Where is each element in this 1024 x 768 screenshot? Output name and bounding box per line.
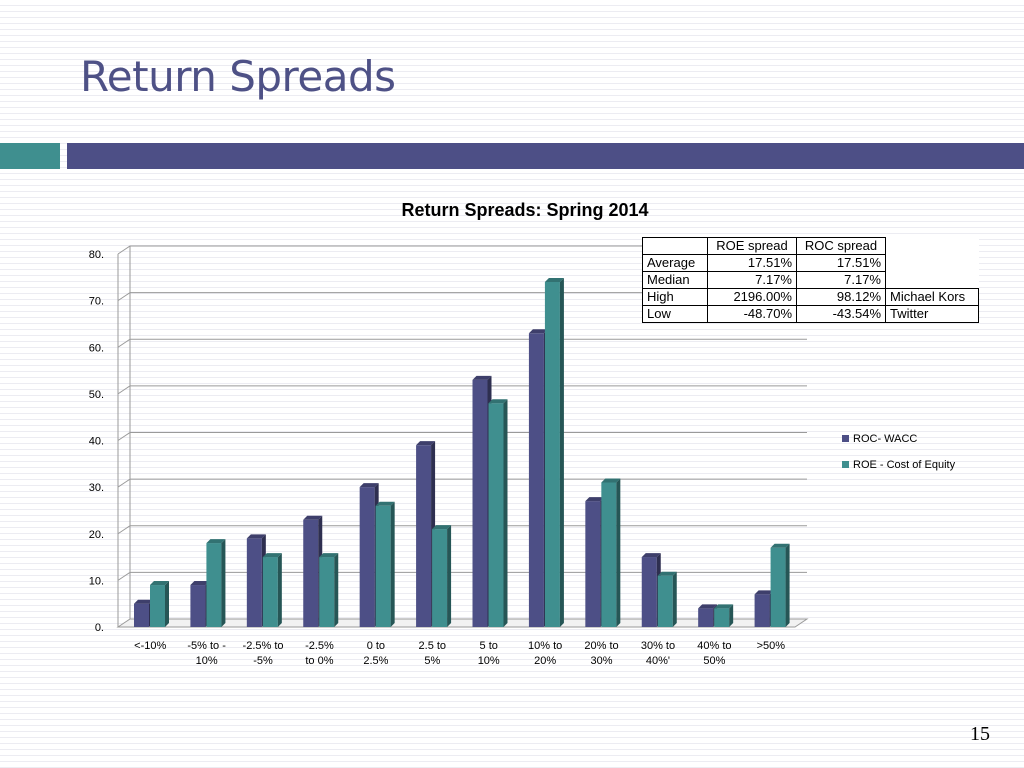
bar [488, 399, 508, 627]
bar [206, 539, 226, 627]
x-category-label: <-10% [134, 640, 166, 652]
stats-roc-value: 7.17% [796, 271, 886, 289]
x-category-label: 0 to 2.5% [363, 640, 388, 667]
stats-row-low: Low -48.70% -43.54% Twitter [642, 305, 979, 323]
stats-firm-note: Twitter [885, 305, 979, 323]
x-category-label: -2.5% to 0% [305, 640, 334, 667]
gridline [117, 245, 807, 255]
gridline [117, 478, 807, 488]
stats-header-roc: ROC spread [796, 237, 886, 255]
bar [714, 604, 734, 627]
stats-firm-note: Michael Kors [885, 288, 979, 306]
legend-label: ROE - Cost of Equity [853, 459, 956, 471]
stats-row-label: High [642, 288, 708, 306]
chart-floor [116, 618, 809, 628]
stats-row-high: High 2196.00% 98.12% Michael Kors [642, 288, 979, 306]
bar [544, 277, 564, 627]
x-category-label: 5 to 10% [478, 640, 500, 667]
gridline [117, 292, 807, 302]
stats-roc-value: 17.51% [796, 254, 886, 272]
bar [150, 581, 169, 627]
x-category-label: 40% to 50% [697, 640, 731, 667]
stats-row-label: Median [642, 271, 708, 289]
bar [375, 501, 395, 627]
stats-row-average: Average 17.51% 17.51% [642, 254, 979, 272]
bar [657, 571, 677, 627]
y-tick-label: 20. [89, 529, 104, 541]
y-tick-label: 30. [89, 482, 104, 494]
stats-row-median: Median 7.17% 7.17% [642, 271, 979, 289]
y-tick-label: 0. [95, 622, 104, 634]
stats-table: ROE spread ROC spread Average 17.51% 17.… [642, 237, 979, 323]
stats-row-label: Low [642, 305, 708, 323]
accent-bar-navy [67, 143, 1024, 169]
stats-roe-value: 2196.00% [707, 288, 797, 306]
x-category-label: -5% to -10% [187, 640, 226, 667]
legend-label: ROC- WACC [853, 433, 917, 445]
stats-roe-value: -48.70% [707, 305, 797, 323]
slide-title: Return Spreads [80, 52, 396, 101]
x-category-label: 20% to 30% [584, 640, 618, 667]
stats-row-label: Average [642, 254, 708, 272]
x-category-label: >50% [757, 640, 786, 652]
y-tick-label: 40. [89, 436, 104, 448]
stats-header-row: ROE spread ROC spread [642, 237, 979, 255]
legend-swatch [842, 435, 849, 442]
bar [319, 553, 339, 627]
stats-roe-value: 17.51% [707, 254, 797, 272]
y-tick-label: 60. [89, 342, 104, 354]
x-category-label: 10% to 20% [528, 640, 562, 667]
gridline [117, 525, 807, 535]
page-number: 15 [970, 723, 990, 745]
legend-swatch [842, 461, 849, 468]
bar-chart: Return Spreads: Spring 2014 0. 10. 20. 30. 4… [89, 200, 956, 667]
gridline [117, 571, 807, 581]
y-tick-label: 80. [89, 249, 104, 261]
bar [432, 525, 452, 627]
bar [770, 543, 790, 627]
y-tick-label: 10. [89, 575, 104, 587]
x-category-label: 2.5 to 5% [419, 640, 447, 667]
stats-header-corner [642, 237, 708, 255]
stats-roc-value: 98.12% [796, 288, 886, 306]
bar [601, 478, 621, 627]
gridline [117, 338, 807, 348]
x-category-label: 30% to 40%' [641, 640, 675, 667]
y-tick-label: 70. [89, 296, 104, 308]
accent-bar-teal [0, 143, 60, 169]
stats-roe-value: 7.17% [707, 271, 797, 289]
bar [262, 553, 282, 627]
chart-title: Return Spreads: Spring 2014 [401, 200, 648, 220]
stats-roc-value: -43.54% [796, 305, 886, 323]
y-tick-label: 50. [89, 389, 104, 401]
gridline [117, 432, 807, 441]
x-category-label: -2.5% to -5% [243, 640, 284, 667]
gridline [117, 385, 807, 395]
stats-header-roe: ROE spread [707, 237, 797, 255]
